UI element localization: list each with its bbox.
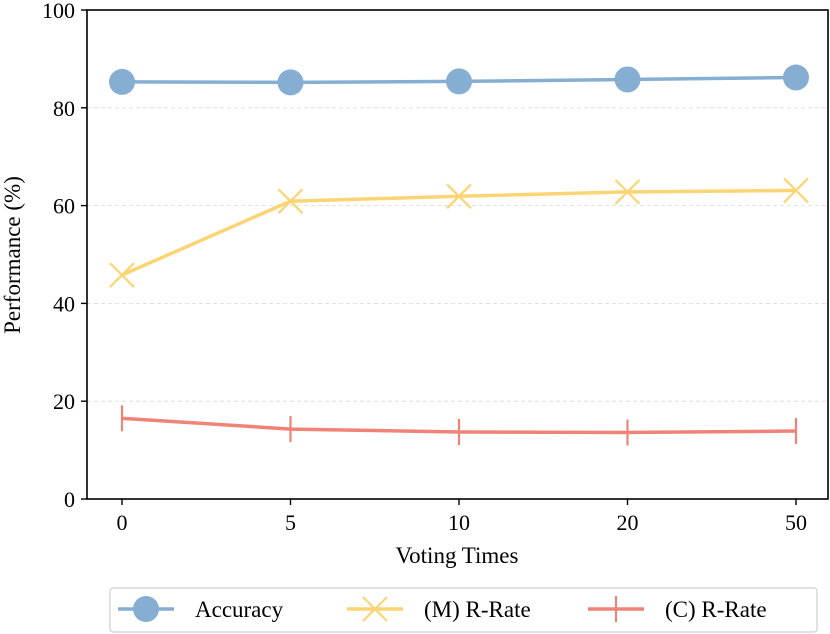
y-tick-label: 0 xyxy=(64,487,75,512)
y-axis-label: Performance (%) xyxy=(0,176,25,334)
plot-frame xyxy=(86,9,829,500)
legend-frame xyxy=(109,587,818,633)
data-point xyxy=(783,177,809,204)
x-axis-label: Voting Times xyxy=(396,543,519,568)
y-tick-label: 40 xyxy=(53,291,75,316)
x-tick-label: 10 xyxy=(448,510,470,535)
legend: Accuracy (M) R-Rate (C) R-Rate xyxy=(109,587,818,633)
series-layer xyxy=(109,64,809,446)
data-point xyxy=(277,69,304,96)
legend-entry: Accuracy xyxy=(118,596,284,622)
series-m-r-rate xyxy=(109,177,809,288)
series-line xyxy=(121,188,797,277)
y-tick-label: 80 xyxy=(53,96,75,121)
data-point xyxy=(109,68,135,95)
data-point xyxy=(109,262,135,288)
legend-entry: (C) R-Rate xyxy=(588,596,767,622)
data-point xyxy=(614,179,641,205)
legend-label: (M) R-Rate xyxy=(424,597,531,622)
legend-entry: (M) R-Rate xyxy=(347,596,531,622)
legend-marker xyxy=(362,596,388,622)
data-point xyxy=(783,64,809,91)
legend-label: Accuracy xyxy=(195,597,284,622)
data-point xyxy=(446,183,472,210)
x-tick-label: 50 xyxy=(785,510,807,535)
legend-label: (C) R-Rate xyxy=(665,597,767,622)
data-point xyxy=(277,188,304,214)
series-accuracy xyxy=(109,64,809,96)
y-axis: 0 20 40 60 80 100 xyxy=(42,0,87,512)
y-tick-label: 20 xyxy=(53,389,75,414)
gridlines xyxy=(87,107,828,402)
legend-marker xyxy=(133,596,159,622)
series-c-r-rate xyxy=(120,405,798,446)
y-tick-label: 60 xyxy=(53,194,75,219)
x-tick-label: 20 xyxy=(617,510,639,535)
y-tick-label: 100 xyxy=(42,0,75,23)
data-point xyxy=(614,66,641,93)
x-tick-label: 5 xyxy=(285,510,296,535)
data-point xyxy=(446,68,472,95)
x-axis: 0 5 10 20 50 xyxy=(117,499,807,535)
x-tick-label: 0 xyxy=(117,510,128,535)
